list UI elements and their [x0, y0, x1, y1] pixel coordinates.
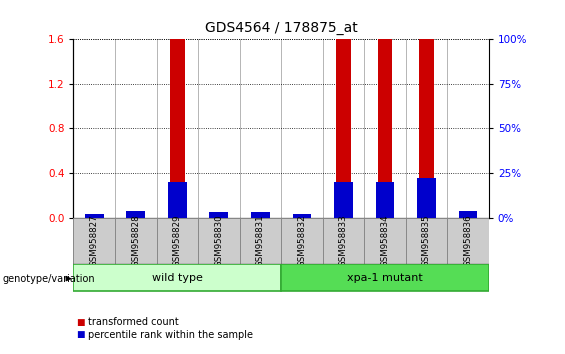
- Text: GSM958833: GSM958833: [339, 215, 348, 267]
- FancyBboxPatch shape: [406, 218, 447, 264]
- FancyBboxPatch shape: [240, 218, 281, 264]
- Text: GSM958828: GSM958828: [131, 215, 140, 267]
- Text: GSM958836: GSM958836: [463, 215, 472, 267]
- Text: GSM958835: GSM958835: [422, 215, 431, 267]
- Bar: [170, 39, 185, 218]
- Text: GSM958831: GSM958831: [256, 215, 265, 267]
- Text: xpa-1 mutant: xpa-1 mutant: [347, 273, 423, 283]
- Bar: [251, 212, 270, 218]
- Title: GDS4564 / 178875_at: GDS4564 / 178875_at: [205, 21, 358, 35]
- FancyBboxPatch shape: [364, 218, 406, 264]
- Bar: [127, 211, 145, 218]
- Text: GSM958829: GSM958829: [173, 215, 182, 267]
- FancyBboxPatch shape: [73, 218, 115, 264]
- Bar: [459, 211, 477, 218]
- FancyBboxPatch shape: [281, 218, 323, 264]
- Text: percentile rank within the sample: percentile rank within the sample: [88, 330, 253, 339]
- FancyBboxPatch shape: [115, 218, 157, 264]
- Text: genotype/variation: genotype/variation: [3, 274, 95, 284]
- Bar: [334, 182, 353, 218]
- Bar: [417, 178, 436, 218]
- Bar: [210, 212, 228, 218]
- Bar: [336, 39, 351, 218]
- FancyBboxPatch shape: [73, 264, 281, 291]
- Text: GSM958827: GSM958827: [90, 215, 99, 267]
- Text: ■: ■: [76, 330, 85, 339]
- Text: GSM958830: GSM958830: [214, 215, 223, 267]
- Bar: [293, 214, 311, 218]
- Text: GSM958834: GSM958834: [380, 215, 389, 267]
- Text: GSM958832: GSM958832: [297, 215, 306, 267]
- Text: wild type: wild type: [152, 273, 203, 283]
- Bar: [419, 39, 434, 218]
- Bar: [377, 39, 392, 218]
- FancyBboxPatch shape: [281, 264, 489, 291]
- Text: ■: ■: [76, 318, 85, 327]
- FancyBboxPatch shape: [198, 218, 240, 264]
- FancyBboxPatch shape: [157, 218, 198, 264]
- Bar: [376, 182, 394, 218]
- FancyBboxPatch shape: [447, 218, 489, 264]
- Bar: [85, 214, 103, 218]
- Text: transformed count: transformed count: [88, 317, 179, 327]
- FancyBboxPatch shape: [323, 218, 364, 264]
- Bar: [168, 182, 186, 218]
